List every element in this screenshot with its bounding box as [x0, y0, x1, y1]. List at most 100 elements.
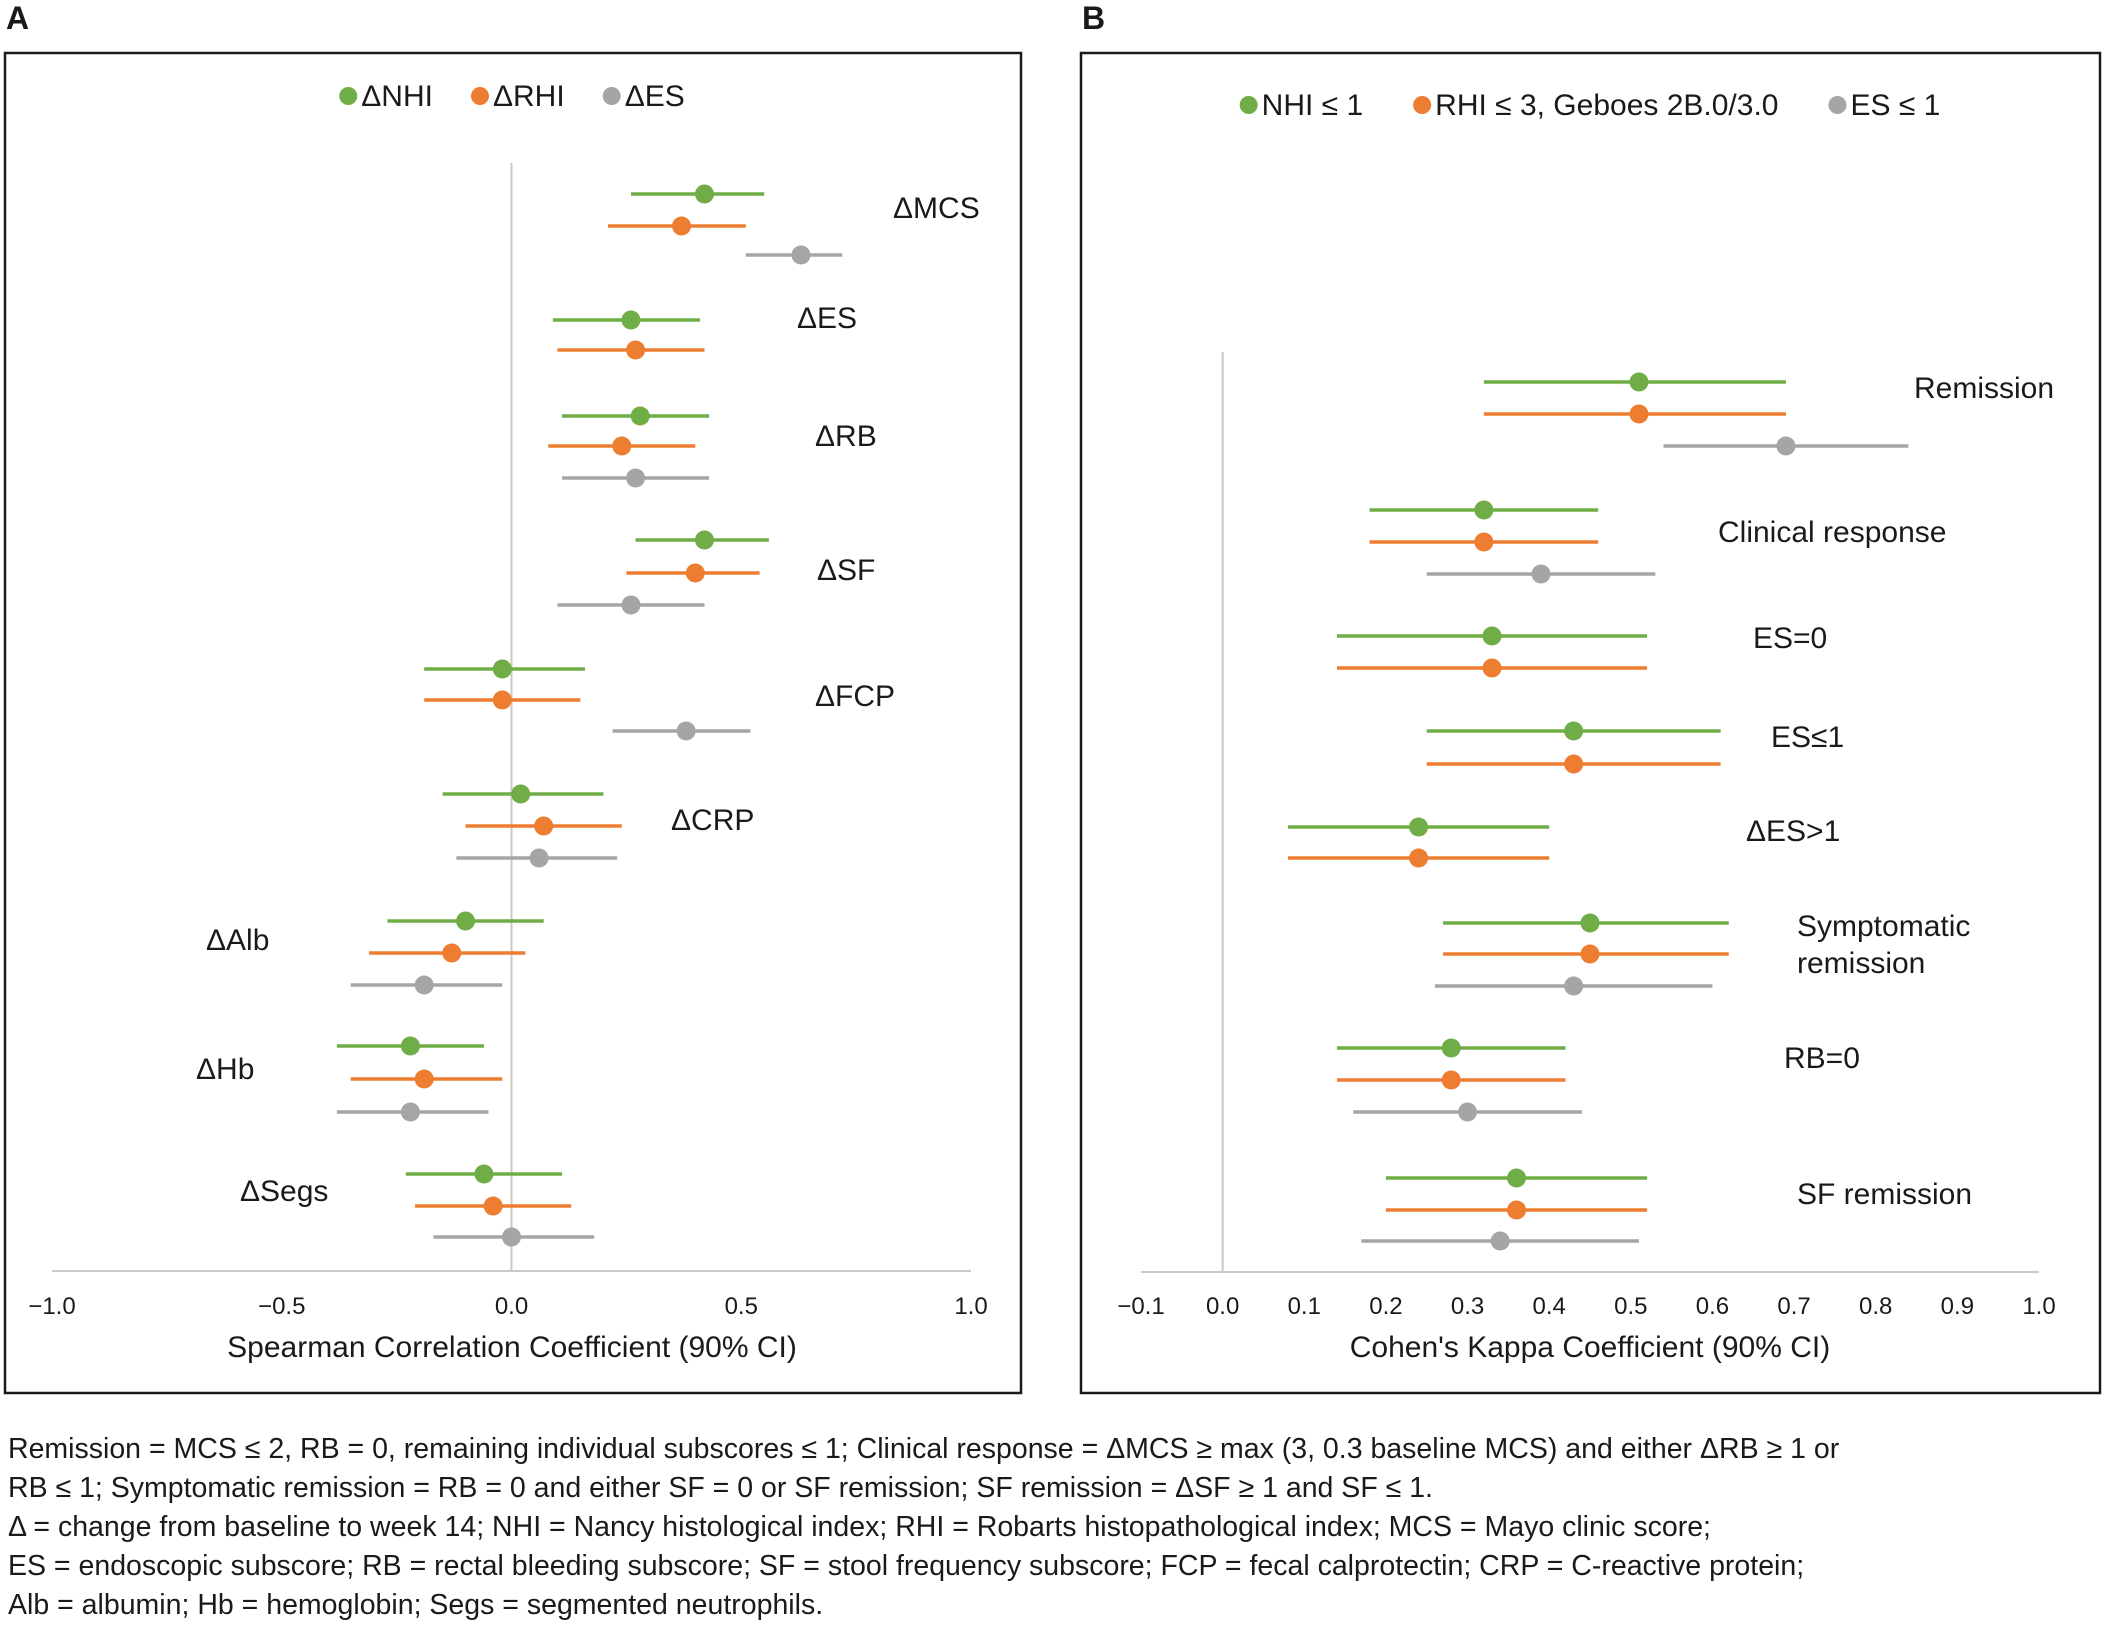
panel-b-legend-label: NHI ≤ 1: [1262, 89, 1363, 122]
panel-b-group-label: ES≤1: [1771, 721, 1844, 754]
panel-a-x-tick-label: 0.0: [495, 1293, 528, 1320]
panel-a-estimate-point: [492, 659, 512, 679]
panel-b-estimate-point: [1564, 721, 1584, 741]
panel-a-group-label: ΔSF: [817, 554, 875, 587]
panel-b-x-tick-label: 0.2: [1369, 1293, 1402, 1320]
panel-a-x-axis-title: Spearman Correlation Coefficient (90% CI…: [227, 1331, 797, 1364]
panel-a-estimate-point: [456, 911, 476, 931]
panel-a-estimate-point: [630, 406, 650, 426]
panel-b-group-label: ΔES>1: [1746, 815, 1840, 848]
panel-b-estimate-point: [1474, 500, 1494, 520]
panel-b-x-tick-label: 0.5: [1614, 1293, 1647, 1320]
panel-b-estimate-point: [1507, 1168, 1527, 1188]
panel-b-x-tick-label: −0.1: [1117, 1293, 1164, 1320]
panel-a-group-label: ΔES: [797, 302, 857, 335]
panel-a-estimate-point: [626, 468, 646, 488]
panel-b-estimate-point: [1580, 944, 1600, 964]
panel-a-legend-marker: [339, 87, 358, 105]
panel-b-estimate-point: [1564, 754, 1584, 774]
panel-b-x-tick-label: 0.3: [1451, 1293, 1484, 1320]
panel-a-estimate-point: [483, 1196, 503, 1216]
panel-b-x-tick-label: 0.1: [1288, 1293, 1321, 1320]
panel-a-frame: [3, 51, 1023, 1395]
panel-b-x-tick-label: 0.4: [1532, 1293, 1565, 1320]
panel-b-estimate-point: [1490, 1231, 1510, 1251]
footnote-line: Δ = change from baseline to week 14; NHI…: [8, 1511, 1711, 1543]
panel-b-estimate-point: [1441, 1070, 1461, 1090]
panel-b-estimate-point: [1482, 658, 1502, 678]
panel-a-group-label: ΔFCP: [815, 680, 895, 713]
panel-a-x-tick-label: −1.0: [28, 1293, 75, 1320]
panel-b-estimate-point: [1629, 404, 1649, 424]
panel-b-x-tick-label: 0.6: [1696, 1293, 1729, 1320]
panel-a-x-tick-label: 0.5: [725, 1293, 758, 1320]
panel-a-estimate-point: [414, 975, 434, 995]
footnote-line: Remission = MCS ≤ 2, RB = 0, remaining i…: [8, 1433, 1840, 1465]
panel-b-x-axis-title: Cohen's Kappa Coefficient (90% CI): [1350, 1331, 1830, 1364]
panel-b-estimate-point: [1531, 564, 1551, 584]
panel-a-group-label: ΔCRP: [671, 804, 754, 837]
panel-b-legend-marker: [1828, 96, 1847, 114]
panel-a-group-label: ΔAlb: [206, 924, 269, 957]
panel-b-legend-label: RHI ≤ 3, Geboes 2B.0/3.0: [1435, 89, 1778, 122]
panel-b-estimate-point: [1409, 848, 1429, 868]
footnote: Remission = MCS ≤ 2, RB = 0, remaining i…: [8, 1430, 2098, 1625]
panel-a-legend: ΔNHI ΔRHI ΔES: [339, 80, 685, 113]
figure-chart-area: −1.0 −0.5 0.0 0.5 1.0 Spearman Correlation Co…: [3, 51, 2102, 1395]
panel-a-estimate-point: [474, 1164, 494, 1184]
panel-a-estimate-point: [694, 184, 714, 204]
panel-a-estimate-point: [400, 1102, 420, 1122]
panel-b-estimate-point: [1482, 626, 1502, 646]
panel-a-estimate-point: [414, 1069, 434, 1089]
panel-a-legend-label: ΔNHI: [361, 80, 433, 113]
panel-b-letter: B: [1082, 0, 1106, 36]
panel-b-estimate-point: [1629, 372, 1649, 392]
panel-b-estimate-point: [1474, 532, 1494, 552]
panel-a-x-tick-label: 1.0: [954, 1293, 987, 1320]
panel-b-group-label: Clinical response: [1718, 516, 1946, 549]
panel-a-estimate-point: [492, 690, 512, 710]
panel-a-group-label: ΔHb: [196, 1053, 254, 1086]
panel-b-legend-label: ES ≤ 1: [1850, 89, 1940, 122]
panel-a-estimate-point: [529, 848, 549, 868]
panel-b-estimate-point: [1564, 976, 1584, 996]
panel-b-group-label: ES=0: [1753, 622, 1827, 655]
panel-b-x-tick-label: 1.0: [2022, 1293, 2055, 1320]
panel-a-estimate-point: [442, 943, 462, 963]
panel-b-estimate-point: [1580, 913, 1600, 933]
panel-a-estimate-point: [621, 595, 641, 615]
panel-b-x-tick-label: 0.7: [1777, 1293, 1810, 1320]
panel-a-group-label: ΔRB: [815, 420, 877, 453]
panel-a-estimate-point: [621, 310, 641, 330]
footnote-line: ES = endoscopic subscore; RB = rectal bl…: [8, 1550, 1805, 1582]
panel-b-legend-marker: [1239, 96, 1258, 114]
panel-a-estimate-point: [511, 784, 531, 804]
panel-a-estimate-point: [685, 563, 705, 583]
panel-a-legend-label: ΔRHI: [493, 80, 565, 113]
panel-a-legend-marker: [470, 87, 489, 105]
panel-b-group-label: Symptomatic: [1797, 910, 1970, 943]
panel-b-frame: [1079, 51, 2102, 1395]
panel-a-group-label: ΔSegs: [240, 1175, 328, 1208]
panel-b-group-label: SF remission: [1797, 1178, 1972, 1211]
panel-a-estimate-point: [400, 1036, 420, 1056]
panel-a-estimate-point: [672, 216, 692, 236]
panel-a-letter: A: [6, 0, 30, 36]
panel-a-x-tick-label: −0.5: [258, 1293, 305, 1320]
panel-a-estimate-point: [626, 340, 646, 360]
panel-a-legend-label: ΔES: [625, 80, 685, 113]
panel-b-x-tick-label: 0.9: [1941, 1293, 1974, 1320]
panel-a-group-label: ΔMCS: [893, 192, 980, 225]
panel-b-group-label: remission: [1797, 947, 1925, 980]
footnote-line: RB ≤ 1; Symptomatic remission = RB = 0 a…: [8, 1472, 1433, 1504]
panel-b-legend: NHI ≤ 1 RHI ≤ 3, Geboes 2B.0/3.0 ES ≤ 1: [1239, 89, 1940, 122]
panel-b-legend-marker: [1413, 96, 1432, 114]
panel-a-estimate-point: [534, 816, 554, 836]
panel-b-estimate-point: [1776, 436, 1796, 456]
panel-a-estimate-point: [791, 245, 811, 265]
footnote-line: Alb = albumin; Hb = hemoglobin; Segs = s…: [8, 1589, 824, 1621]
panel-a-estimate-point: [694, 530, 714, 550]
panel-b-group-label: RB=0: [1784, 1042, 1860, 1075]
panel-b-estimate-point: [1409, 817, 1429, 837]
panel-a-estimate-point: [612, 436, 632, 456]
